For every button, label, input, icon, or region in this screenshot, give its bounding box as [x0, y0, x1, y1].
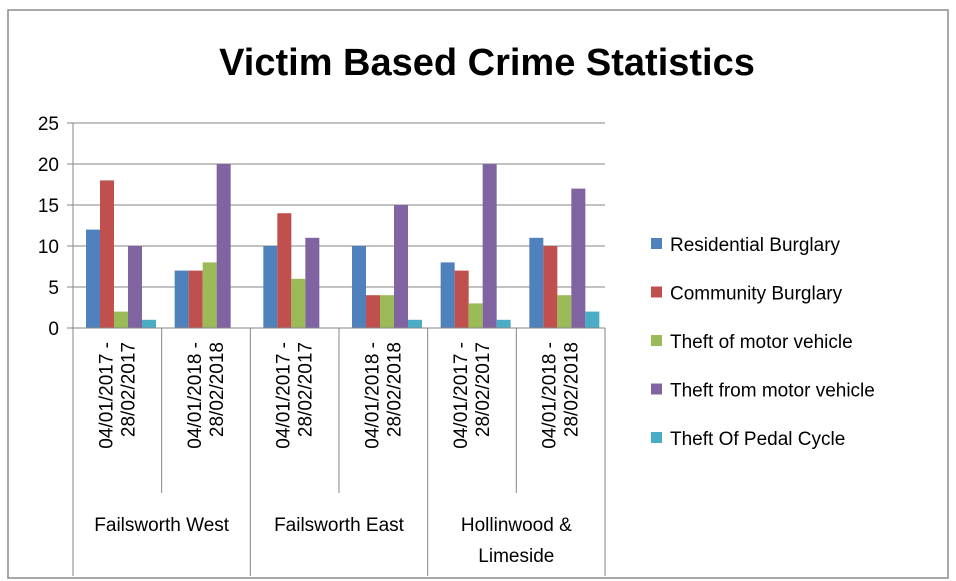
x-tick-label-line1: 04/01/2017 - — [274, 342, 295, 449]
legend-label: Theft Of Pedal Cycle — [670, 429, 845, 450]
y-tick-label: 0 — [48, 319, 59, 340]
bar — [440, 262, 455, 328]
bar — [408, 319, 422, 328]
bar — [174, 270, 189, 328]
bar — [529, 237, 544, 328]
bar — [557, 295, 572, 328]
bar — [100, 180, 114, 328]
x-tick-label-line1: 04/01/2018 - — [185, 342, 206, 449]
bar — [366, 295, 380, 328]
x-tick-label-line2: 28/02/2017 — [473, 342, 494, 437]
bar — [468, 303, 483, 328]
x-tick-label-line2: 28/02/2018 — [384, 342, 405, 437]
legend: Residential Burglary Community Burglary Th… — [651, 235, 875, 450]
legend-label: Residential Burglary — [670, 235, 841, 256]
bar — [128, 246, 142, 328]
y-tick-label: 15 — [38, 196, 59, 217]
x-tick-label-line2: 28/02/2017 — [118, 342, 139, 437]
group-label: Hollinwood & — [461, 515, 572, 536]
bar — [482, 164, 497, 328]
x-tick-label-line1: 04/01/2018 - — [540, 342, 561, 449]
gridlines — [73, 122, 605, 288]
legend-label: Theft from motor vehicle — [670, 381, 875, 402]
x-tick-label-line1: 04/01/2017 - — [451, 342, 472, 449]
bar — [277, 213, 292, 328]
bar — [496, 319, 511, 328]
bar — [263, 246, 278, 328]
bar — [543, 246, 558, 328]
bar — [352, 246, 366, 328]
bar — [380, 295, 394, 328]
chart-border — [7, 9, 949, 579]
bar — [114, 311, 128, 328]
x-tick-label-line1: 04/01/2018 - — [362, 342, 383, 449]
bar — [585, 311, 600, 328]
legend-swatch — [651, 286, 662, 298]
bar — [394, 205, 408, 328]
legend-label: Community Burglary — [670, 284, 843, 305]
chart-title: Victim Based Crime Statistics — [219, 42, 755, 84]
x-tick-label-line1: 04/01/2017 - — [96, 342, 117, 449]
bars — [86, 164, 600, 328]
y-tick-label: 25 — [38, 114, 59, 135]
x-tick-label-line2: 28/02/2017 — [296, 342, 317, 437]
y-tick-label: 5 — [48, 278, 59, 299]
legend-swatch — [651, 238, 662, 249]
y-tick-label: 10 — [38, 237, 59, 258]
bar — [216, 164, 231, 328]
group-label: Failsworth West — [94, 515, 230, 536]
y-axis-ticks: 0 5 10 15 20 25 — [38, 114, 73, 340]
y-tick-label: 20 — [38, 155, 59, 176]
legend-swatch — [651, 335, 662, 346]
legend-swatch — [651, 383, 662, 395]
x-tick-label-line2: 28/02/2018 — [562, 342, 583, 437]
legend-label: Theft of motor vehicle — [670, 332, 853, 353]
group-labels: Failsworth West Failsworth East Hollinwood… — [94, 515, 572, 567]
bar — [571, 188, 586, 328]
bar — [188, 270, 203, 328]
group-label: Failsworth East — [274, 515, 405, 536]
bar — [142, 319, 156, 328]
bar — [305, 237, 320, 328]
group-label: Limeside — [478, 546, 554, 567]
x-axis-labels: 04/01/2017 -28/02/2017 04/01/2018 -28/02/… — [96, 342, 582, 449]
axes — [72, 123, 606, 576]
bar — [454, 270, 469, 328]
legend-swatch — [651, 432, 662, 443]
bar — [202, 262, 217, 328]
bar — [291, 278, 306, 328]
bar — [86, 229, 100, 328]
x-tick-label-line2: 28/02/2018 — [207, 342, 228, 437]
